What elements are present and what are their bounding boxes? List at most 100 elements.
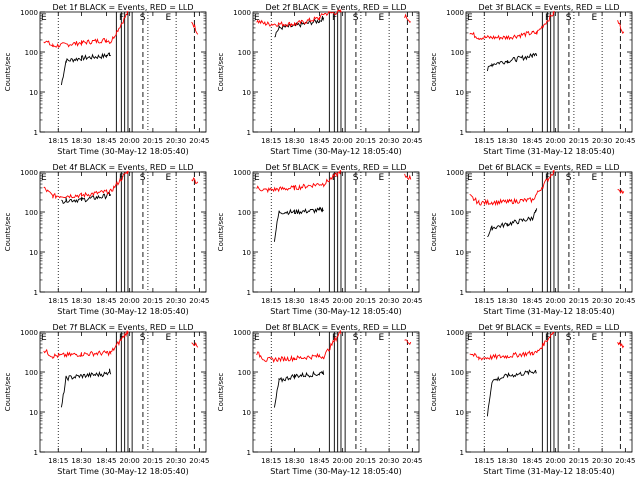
y-axis-label: Counts/sec xyxy=(430,373,438,412)
chart-panel-2: Det 2f BLACK = Events, RED = LLD Counts/s… xyxy=(217,3,422,156)
x-tick-label: 20:15 xyxy=(143,137,163,145)
x-tick-label: 18:15 xyxy=(261,297,281,305)
y-tick-label: 1000 xyxy=(446,329,464,337)
x-tick-label: 20:00 xyxy=(333,137,353,145)
x-tick-label: 18:30 xyxy=(284,297,304,305)
flag-label: E xyxy=(467,333,473,343)
flag-label: E xyxy=(592,173,598,183)
plot-frame xyxy=(39,171,207,293)
x-tick-label: 20:15 xyxy=(143,457,163,465)
x-tick-label: 18:45 xyxy=(96,457,116,465)
series-line-events xyxy=(274,15,325,38)
flag-label: F xyxy=(332,173,337,183)
chart-panel-8: Det 8f BLACK = Events, RED = LLD Counts/s… xyxy=(217,323,422,476)
x-tick-label: 20:15 xyxy=(569,297,589,305)
chart-title: Det 4f BLACK = Events, RED = LLD xyxy=(52,163,193,172)
y-tick-label: 10 xyxy=(242,249,251,257)
y-tick-label: 1 xyxy=(460,129,464,137)
x-tick-label: 18:30 xyxy=(71,137,91,145)
x-axis-label: Start Time (30-May-12 18:05:40) xyxy=(270,467,401,476)
flag-label: E xyxy=(41,13,47,23)
series-line-lld xyxy=(469,10,625,41)
chart-title: Det 6f BLACK = Events, RED = LLD xyxy=(478,163,619,172)
x-tick-label: 20:30 xyxy=(379,137,399,145)
x-tick-label: 20:30 xyxy=(166,137,186,145)
series-line-events xyxy=(486,369,537,417)
x-tick-label: 20:00 xyxy=(120,457,140,465)
x-tick-label: 20:30 xyxy=(592,297,612,305)
series-line-lld xyxy=(256,330,412,364)
flag-label: S xyxy=(566,173,572,183)
y-tick-label: 100 xyxy=(238,49,251,57)
x-tick-label: 18:15 xyxy=(48,457,68,465)
y-tick-label: 10 xyxy=(29,409,38,417)
x-tick-label: 20:00 xyxy=(546,457,566,465)
chart-title: Det 3f BLACK = Events, RED = LLD xyxy=(478,3,619,12)
x-tick-label: 20:00 xyxy=(546,137,566,145)
x-axis-label: Start Time (31-May-12 18:05:40) xyxy=(483,307,614,316)
flag-label: E xyxy=(592,13,598,23)
x-axis-label: Start Time (30-May-12 18:05:40) xyxy=(57,147,188,156)
x-tick-label: 20:45 xyxy=(402,457,422,465)
plot-frame xyxy=(252,171,420,293)
series-line-events xyxy=(60,368,112,408)
x-tick-label: 20:00 xyxy=(120,297,140,305)
y-axis-label: Counts/sec xyxy=(217,373,225,412)
x-tick-label: 18:30 xyxy=(71,297,91,305)
y-tick-label: 100 xyxy=(451,49,464,57)
flag-label: F xyxy=(545,13,550,23)
chart-panel-3: Det 3f BLACK = Events, RED = LLD Counts/s… xyxy=(430,3,635,156)
y-axis-label: Counts/sec xyxy=(430,213,438,252)
plot-frame xyxy=(252,11,420,133)
flag-label: F xyxy=(545,173,550,183)
y-tick-label: 10 xyxy=(455,249,464,257)
x-tick-label: 20:30 xyxy=(379,297,399,305)
chart-title: Det 1f BLACK = Events, RED = LLD xyxy=(52,3,193,12)
x-tick-label: 20:15 xyxy=(569,457,589,465)
y-axis-label: Counts/sec xyxy=(4,373,12,412)
x-tick-label: 20:30 xyxy=(166,457,186,465)
chart-panel-6: Det 6f BLACK = Events, RED = LLD Counts/s… xyxy=(430,163,635,316)
y-tick-label: 100 xyxy=(25,49,38,57)
series-line-lld xyxy=(469,169,625,207)
flag-label: S xyxy=(140,13,146,23)
x-tick-label: 18:45 xyxy=(309,457,329,465)
flag-label: S xyxy=(140,173,146,183)
series-line-lld xyxy=(43,170,199,200)
chart-panel-7: Det 7f BLACK = Events, RED = LLD Counts/s… xyxy=(4,323,209,476)
x-tick-label: 20:30 xyxy=(379,457,399,465)
x-tick-label: 20:00 xyxy=(333,297,353,305)
y-tick-label: 10 xyxy=(455,89,464,97)
x-tick-label: 18:45 xyxy=(309,297,329,305)
flag-label: F xyxy=(119,173,124,183)
x-tick-label: 20:30 xyxy=(166,297,186,305)
series-line-lld xyxy=(43,11,199,48)
x-tick-label: 20:15 xyxy=(143,297,163,305)
x-tick-label: 20:15 xyxy=(356,137,376,145)
y-tick-label: 10 xyxy=(29,249,38,257)
y-tick-label: 10 xyxy=(455,409,464,417)
series-line-events xyxy=(273,369,325,408)
y-tick-label: 100 xyxy=(451,369,464,377)
chart-title: Det 5f BLACK = Events, RED = LLD xyxy=(265,163,406,172)
y-tick-label: 1000 xyxy=(233,329,251,337)
flag-label: E xyxy=(41,333,47,343)
flag-label: S xyxy=(566,13,572,23)
x-tick-label: 18:15 xyxy=(474,457,494,465)
y-axis-label: Counts/sec xyxy=(217,213,225,252)
chart-title: Det 8f BLACK = Events, RED = LLD xyxy=(265,323,406,332)
x-tick-label: 20:30 xyxy=(592,457,612,465)
x-tick-label: 20:30 xyxy=(592,137,612,145)
flag-label: F xyxy=(332,13,337,23)
flag-label: E xyxy=(379,333,385,343)
x-tick-label: 20:15 xyxy=(569,137,589,145)
plot-frame xyxy=(252,331,420,453)
series-line-lld xyxy=(256,170,412,194)
y-tick-label: 1 xyxy=(247,449,251,457)
flag-label: E xyxy=(467,13,473,23)
y-tick-label: 1 xyxy=(247,289,251,297)
x-tick-label: 18:45 xyxy=(522,137,542,145)
x-tick-label: 18:30 xyxy=(497,297,517,305)
x-tick-label: 18:15 xyxy=(261,457,281,465)
